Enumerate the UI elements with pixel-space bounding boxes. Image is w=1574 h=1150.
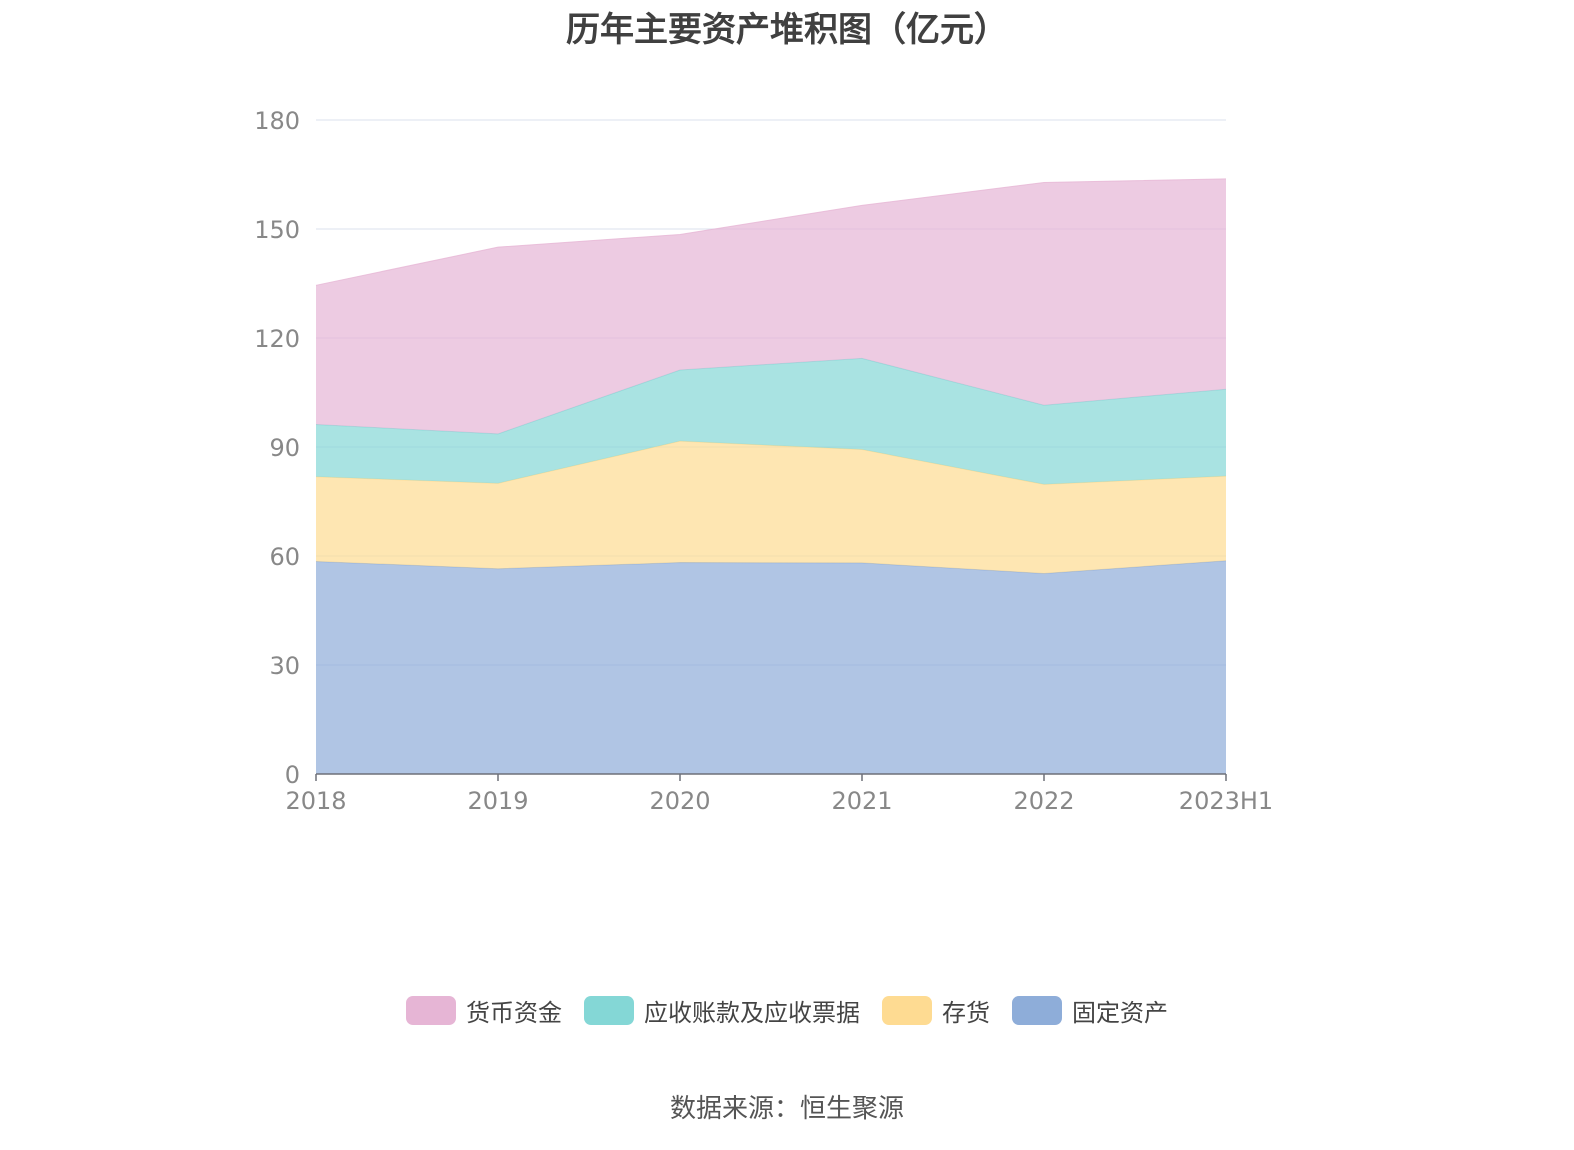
y-tick-label: 90 (269, 434, 300, 462)
x-tick-label: 2020 (649, 787, 710, 815)
area-series-3 (316, 178, 1226, 434)
x-tick-label: 2022 (1013, 787, 1074, 815)
axes: 0 30 60 90 120 150 180 2018 2019 2020 2021 2022 2023… (254, 107, 1273, 815)
data-source: 数据来源：恒生聚源 (669, 1094, 904, 1124)
legend-label-fixed-assets: 固定资产 (1072, 999, 1168, 1027)
y-tick-label: 150 (254, 216, 300, 244)
y-tick-label: 0 (285, 761, 300, 789)
area-series-0 (316, 560, 1226, 774)
legend-label-cash: 货币资金 (466, 999, 562, 1027)
chart-title: 历年主要资产堆积图（亿元） (566, 10, 1008, 50)
legend-item-fixed-assets[interactable]: 固定资产 (1012, 993, 1168, 1028)
y-tick-label: 30 (269, 652, 300, 680)
legend-item-inventory[interactable]: 存货 (882, 993, 990, 1028)
legend-swatch-fixed-assets (1012, 996, 1062, 1025)
legend-swatch-receivables (584, 996, 634, 1025)
legend-item-receivables[interactable]: 应收账款及应收票据 (584, 993, 860, 1028)
y-tick-label: 60 (269, 543, 300, 571)
series-line-3 (315, 178, 1227, 286)
x-tick-label: 2023H1 (1179, 787, 1273, 815)
area-series-2 (316, 358, 1226, 485)
legend-swatch-inventory (882, 996, 932, 1025)
x-tick-label: 2018 (285, 787, 346, 815)
area-series (315, 178, 1227, 774)
legend-item-cash[interactable]: 货币资金 (406, 993, 562, 1028)
x-tick-label: 2021 (831, 787, 892, 815)
y-tick-label: 180 (254, 107, 300, 135)
x-tick-label: 2019 (467, 787, 528, 815)
legend-label-receivables: 应收账款及应收票据 (644, 999, 860, 1027)
y-tick-label: 120 (254, 325, 300, 353)
legend-swatch-cash (406, 996, 456, 1025)
legend-label-inventory: 存货 (942, 999, 990, 1027)
area-series-1 (316, 441, 1226, 574)
legend: 货币资金 应收账款及应收票据 存货 固定资产 (0, 993, 1574, 1028)
